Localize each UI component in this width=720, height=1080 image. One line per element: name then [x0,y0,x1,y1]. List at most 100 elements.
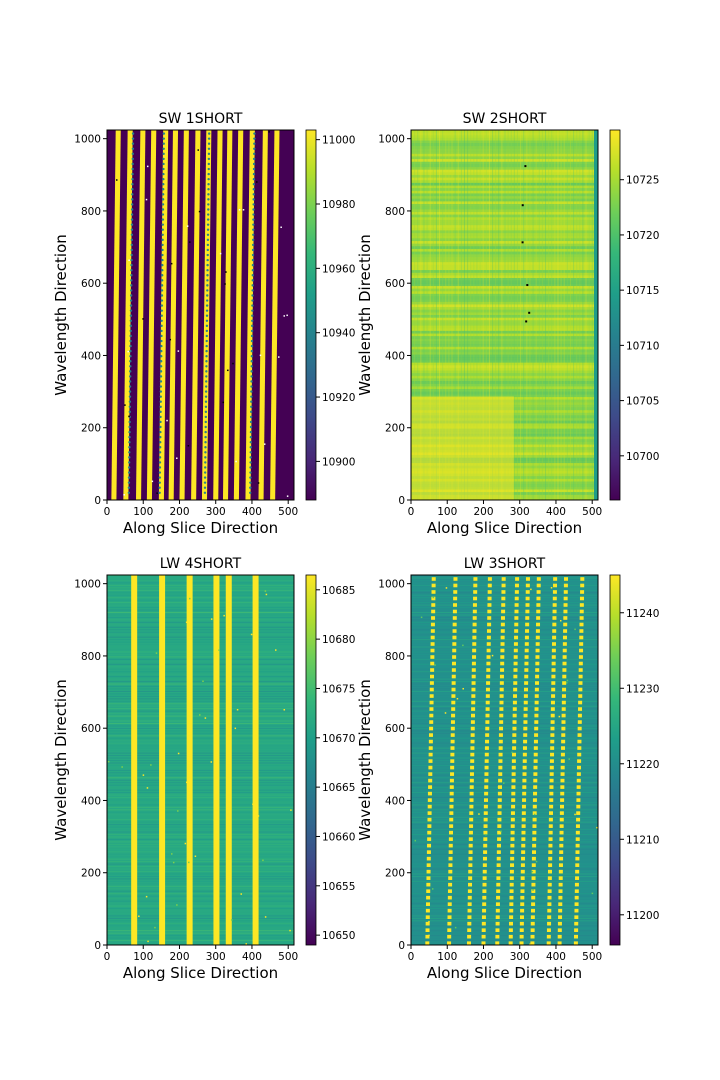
dashed-stripe-segment [425,928,430,932]
noise-row [411,315,598,318]
dashed-stripe-segment [519,915,524,919]
colorbar-tick-label: 10705 [626,396,659,408]
dashed-stripe-segment [535,648,540,653]
noise-row [411,831,598,833]
trace-dot [252,182,256,186]
noise-column [460,130,462,500]
noise-row [411,762,598,764]
trace-dot [159,430,162,434]
dashed-stripe-segment [453,577,458,581]
dashed-stripe-segment [512,746,517,750]
dashed-stripe-segment [450,759,455,763]
dashed-stripe-segment [481,941,486,945]
dashed-stripe-segment [548,830,553,835]
trace-dot [207,213,210,216]
dashed-stripe-segment [549,759,554,763]
noise-row [411,700,598,702]
dashed-stripe-segment [500,622,505,627]
trace-dot [160,329,163,333]
trace-dot [250,334,254,338]
dashed-stripe-segment [499,681,504,685]
noise-row [107,631,294,633]
dashed-stripe-segment [469,791,474,796]
noise-row [411,204,598,207]
panel-title: LW 4SHORT [160,556,242,572]
noise-row [107,715,294,717]
colorbar-tick-label: 10980 [322,199,355,211]
noise-row [107,688,294,690]
dashed-stripe-segment [560,765,565,770]
dashed-stripe-segment [577,739,582,744]
trace-dot [131,142,135,145]
dashed-stripe-segment [559,850,564,854]
noise-row [411,767,598,769]
dashed-stripe-segment [451,687,456,692]
dashed-stripe-segment [578,694,583,698]
noise-row [107,651,294,653]
dashed-stripe-segment [514,583,519,588]
noise-row [107,912,294,914]
dashed-stripe-segment [577,759,582,763]
dashed-stripe-segment [495,902,500,906]
noise-row [411,824,598,826]
pixel-speck [286,314,288,317]
dashed-stripe-segment [525,616,530,620]
dashed-stripe-segment [547,902,552,906]
noise-row [411,661,598,663]
pixel-speck [548,865,551,868]
trace-dot [161,233,164,236]
noise-row [107,917,294,919]
noise-row [411,873,598,875]
dashed-stripe-segment [486,668,491,672]
dashed-stripe-segment [577,726,582,731]
dashed-stripe-segment [487,603,492,607]
noise-row [411,333,598,337]
dashed-stripe-segment [559,856,564,861]
dashed-stripe-segment [452,648,457,653]
dashed-stripe-segment [579,609,584,614]
noise-row [107,587,294,589]
noise-row [411,233,598,237]
trace-dot [252,162,256,166]
noise-row [107,779,294,781]
dashed-stripe-segment [425,902,430,906]
pixel-speck [127,350,129,353]
dashed-stripe-segment [497,798,502,802]
trace-dot [129,299,133,302]
pixel-speck [529,943,531,945]
dashed-stripe-segment [448,876,453,880]
trace-dot [252,218,255,221]
dashed-stripe-segment [575,869,580,874]
dashed-stripe-segment [470,739,475,744]
noise-column [582,130,584,500]
noise-row [411,747,598,749]
pixel-speck [199,714,201,716]
trace-dot [130,289,133,292]
pixel-speck [176,904,178,906]
noise-column [432,130,434,500]
noise-row [411,705,598,707]
noise-row [107,676,294,678]
trace-dot [249,451,252,454]
trace-dot [161,223,164,226]
dashed-stripe-segment [558,876,563,880]
dashed-stripe-segment [550,700,555,705]
dashed-stripe-segment [449,817,454,822]
trace-dot [159,435,162,439]
noise-row [411,209,598,213]
dashed-stripe-segment [552,616,557,620]
noise-row [411,656,598,658]
dashed-stripe-segment [574,921,579,926]
dashed-stripe-segment [425,941,430,945]
trace-dot [130,279,133,282]
dashed-stripe-segment [520,902,525,906]
dashed-stripe-segment [536,583,541,588]
dashed-stripe-segment [499,700,504,705]
noise-row [107,792,294,794]
dashed-stripe-segment [562,648,567,653]
band-stripe [123,130,133,500]
noise-row [411,317,598,321]
noise-row [411,816,598,818]
dashed-stripe-segment [547,921,552,926]
